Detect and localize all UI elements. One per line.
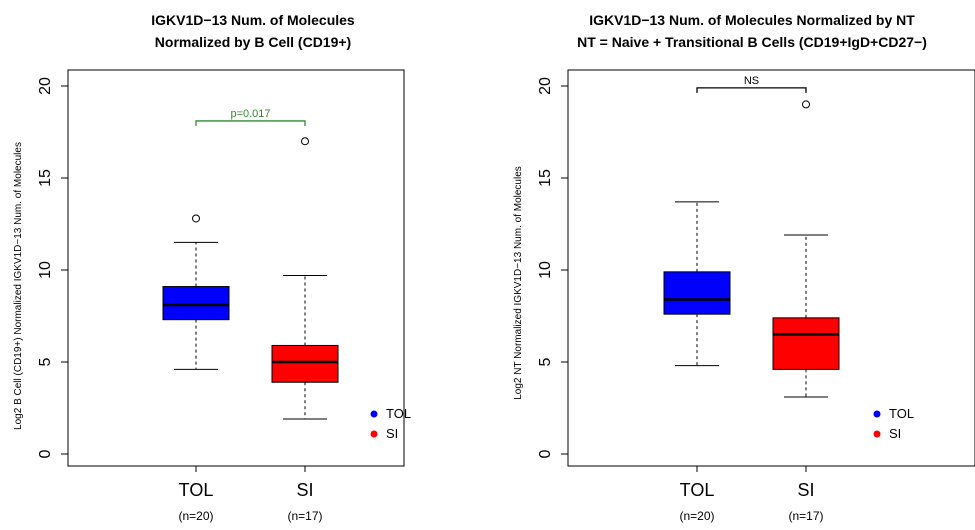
y-tick-label: 15 (537, 169, 554, 187)
x-category-label: TOL (680, 480, 715, 500)
y-tick-label: 20 (37, 77, 54, 95)
significance-bracket (696, 87, 807, 93)
significance-label: p=0.017 (230, 108, 270, 120)
significance-bracket (195, 120, 306, 126)
legend-label-si: SI (889, 426, 901, 441)
sample-size-label: (n=17) (287, 509, 322, 523)
box-si (271, 344, 339, 383)
y-tick-label: 20 (537, 77, 554, 95)
left-boxplot-panel: IGKV1D−13 Num. of Molecules Normalized by… (13, 12, 411, 523)
legend-marker-si (370, 430, 378, 438)
sample-size-label: (n=17) (788, 509, 823, 523)
outlier-point (192, 214, 200, 223)
box-tol (663, 271, 731, 315)
legend-marker-tol (370, 410, 378, 418)
x-category-label: SI (797, 480, 814, 500)
y-tick-label: 5 (537, 357, 554, 366)
plot-frame (567, 69, 975, 467)
y-tick-label: 0 (537, 449, 554, 458)
x-category-label: SI (296, 480, 313, 500)
plot-frame (67, 69, 405, 467)
legend-marker-tol (873, 410, 881, 418)
sample-size-label: (n=20) (178, 509, 213, 523)
right-boxplot-panel: IGKV1D−13 Num. of Molecules Normalized b… (513, 12, 975, 523)
outlier-point (301, 137, 309, 146)
chart-title-line1: IGKV1D−13 Num. of Molecules Normalized b… (589, 12, 915, 28)
y-tick-label: 0 (37, 449, 54, 458)
y-tick-label: 10 (37, 261, 54, 279)
y-axis-label: Log2 NT Normalized IGKV1D−13 Num. of Mol… (513, 166, 524, 400)
y-tick-label: 15 (37, 169, 54, 187)
y-tick-label: 5 (37, 357, 54, 366)
legend-label-si: SI (386, 426, 398, 441)
legend-marker-si (873, 430, 881, 438)
box-tol (162, 286, 230, 321)
outlier-point (802, 100, 810, 109)
x-category-label: TOL (179, 480, 214, 500)
chart-title-line1: IGKV1D−13 Num. of Molecules (151, 12, 355, 28)
significance-label: NS (744, 75, 759, 87)
chart-title-line2: Normalized by B Cell (CD19+) (155, 34, 351, 50)
chart-title-line2: NT = Naive + Transitional B Cells (CD19+… (577, 34, 927, 50)
legend-label-tol: TOL (386, 406, 411, 421)
sample-size-label: (n=20) (679, 509, 714, 523)
box-si (772, 317, 840, 370)
y-tick-label: 10 (537, 261, 554, 279)
legend-label-tol: TOL (889, 406, 914, 421)
y-axis-label: Log2 B Cell (CD19+) Normalized IGKV1D−13… (13, 142, 24, 430)
